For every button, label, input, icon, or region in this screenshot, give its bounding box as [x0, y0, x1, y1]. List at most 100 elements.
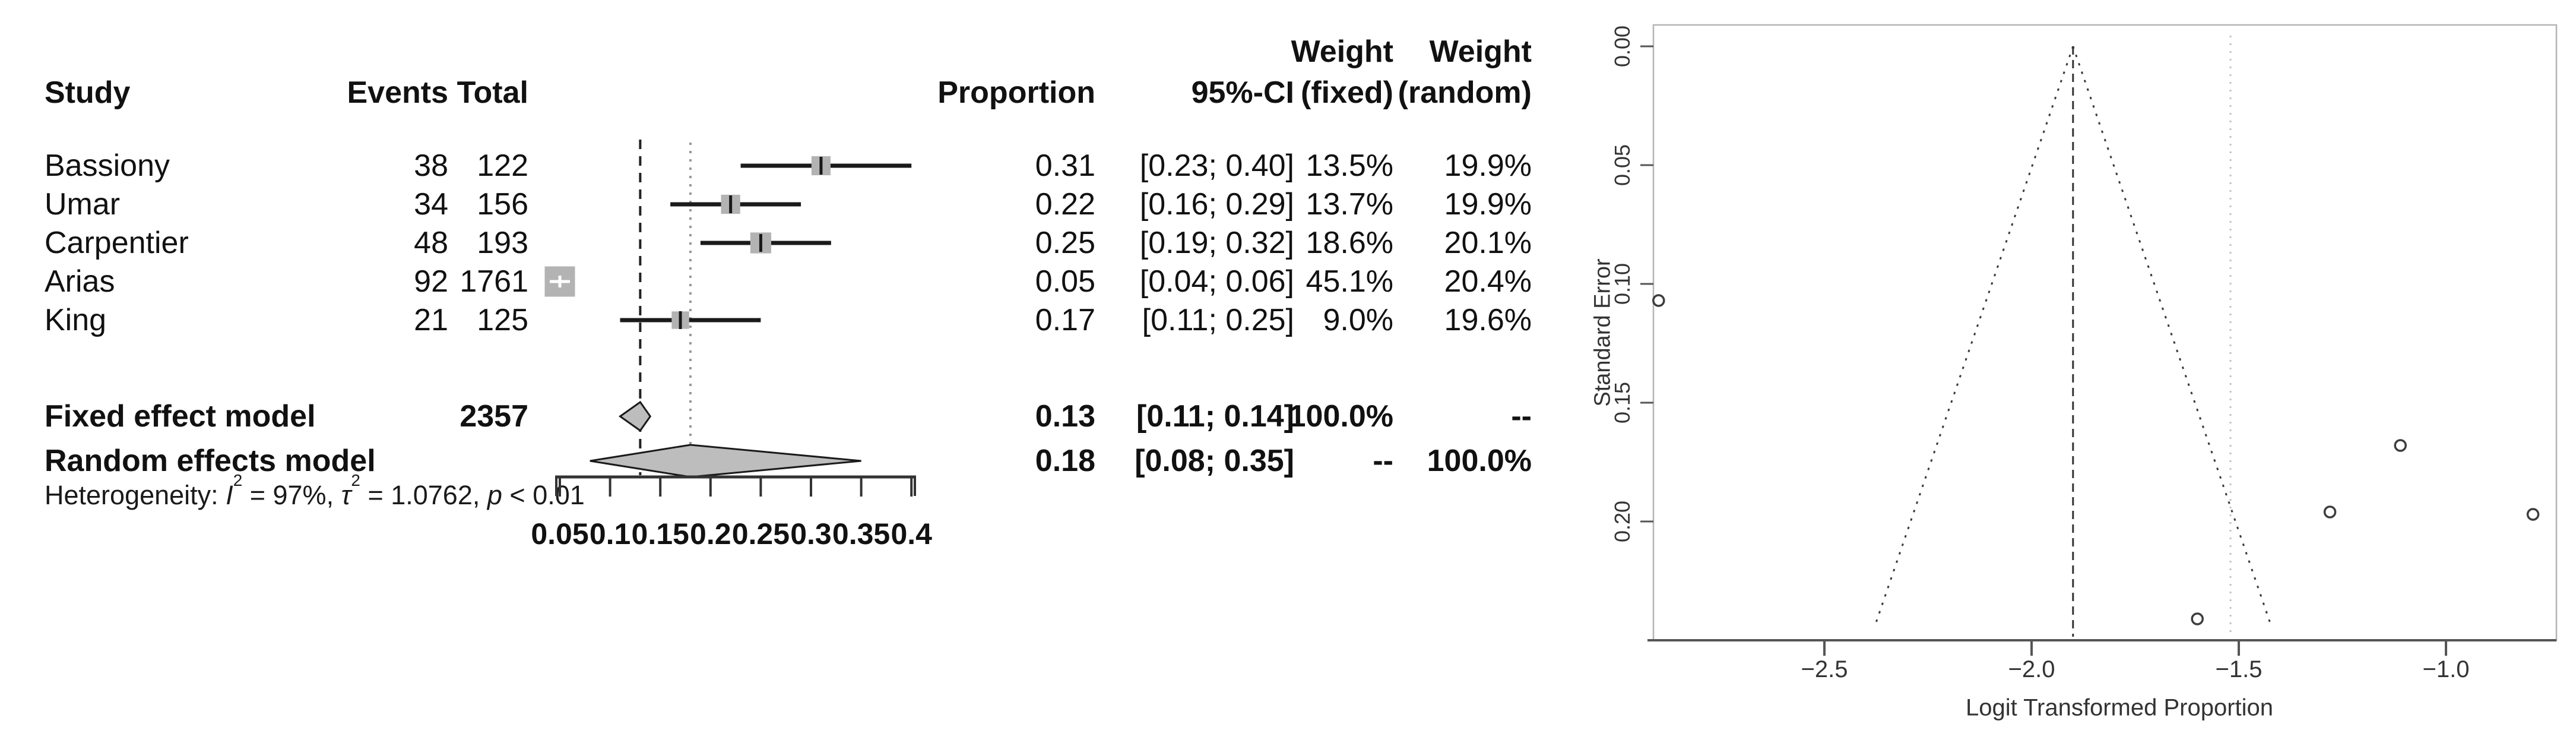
cell-weight-random-arias: 20.4% [1444, 264, 1532, 299]
het-tail: < 0.01 [502, 480, 585, 510]
heterogeneity-note: Heterogeneity: I2 = 97%, τ2 = 1.0762, p … [45, 471, 585, 511]
cell-study-name-random-model: Random effects model [45, 444, 376, 478]
cell-weight-random-fixed-model: -- [1511, 399, 1532, 434]
cell-proportion-bassiony: 0.31 [1035, 148, 1095, 183]
funnel-point-arias [1652, 294, 1665, 307]
col-header-proportion: Proportion [937, 75, 1095, 110]
cell-weight-fixed-carpentier: 18.6% [1306, 226, 1393, 260]
cell-events-arias: 92 [414, 264, 448, 299]
forest-plot: 0.05 0.1 0.15 0.2 0.25 0.3 0.35 0.4 [531, 140, 932, 551]
funnel-y-axis-label: Standard Error [1590, 258, 1615, 407]
col-header-weight-random-word: Weight [1429, 34, 1532, 69]
funnel-y-tick-label-0.05: 0.05 [1610, 144, 1634, 186]
funnel-y-tick-label-0.20: 0.20 [1610, 501, 1634, 542]
cell-events-umar: 34 [414, 187, 448, 222]
cell-weight-fixed-random-model: -- [1373, 444, 1393, 478]
het-mid1: = 97%, [242, 480, 341, 510]
cell-total-arias: 1761 [460, 264, 528, 299]
funnel-y-tick-label-0.00: 0.00 [1610, 26, 1634, 67]
het-tau-symbol: τ [341, 480, 351, 510]
point-marker-umar [729, 195, 733, 213]
cell-proportion-arias: 0.05 [1035, 264, 1095, 299]
cell-weight-fixed-king: 9.0% [1323, 303, 1393, 337]
forest-tick-label-0.4: 0.4 [891, 517, 932, 551]
cell-ci-arias: [0.04; 0.06] [1139, 264, 1294, 299]
funnel-left-boundary [1874, 46, 2074, 627]
funnel-y-tick-label-0.15: 0.15 [1610, 382, 1634, 423]
cell-total-bassiony: 122 [477, 148, 528, 183]
cell-ci-carpentier: [0.19; 0.32] [1139, 226, 1294, 260]
funnel-plot-box [1652, 24, 2558, 641]
col-header-study: Study [45, 75, 131, 110]
cell-weight-fixed-bassiony: 13.5% [1306, 148, 1393, 183]
cell-proportion-random-model: 0.18 [1035, 444, 1095, 478]
cell-proportion-fixed-model: 0.13 [1035, 399, 1095, 434]
cell-events-carpentier: 48 [414, 226, 448, 260]
cell-events-bassiony: 38 [414, 148, 448, 183]
cell-proportion-king: 0.17 [1035, 303, 1095, 337]
funnel-x-tick-label-−1.0: −1.0 [2423, 656, 2470, 682]
cell-study-name-carpentier: Carpentier [45, 226, 189, 260]
cell-study-name-umar: Umar [45, 187, 121, 222]
cell-total-umar: 156 [477, 187, 528, 222]
random-effects-diamond [590, 444, 861, 478]
funnel-x-tick-label-−1.5: −1.5 [2216, 656, 2263, 682]
cell-total-king: 125 [477, 303, 528, 337]
cell-weight-random-random-model: 100.0% [1427, 444, 1532, 478]
cell-events-king: 21 [414, 303, 448, 337]
funnel-y-tick-label-0.10: 0.10 [1610, 263, 1634, 305]
cell-weight-fixed-umar: 13.7% [1306, 187, 1393, 222]
forest-tick-label-0.25: 0.25 [732, 517, 790, 551]
point-marker-king [679, 311, 682, 329]
cell-total-carpentier: 193 [477, 226, 528, 260]
col-header-total: Total [457, 75, 528, 110]
cell-study-name-king: King [45, 303, 107, 337]
funnel-point-bassiony [2526, 508, 2540, 521]
col-header-weight-fixed-word: Weight [1291, 34, 1393, 69]
het-i-sup: 2 [233, 470, 243, 489]
point-marker-bassiony [819, 157, 823, 175]
cell-ci-fixed-model: [0.11; 0.14] [1136, 399, 1294, 434]
funnel-point-king [2191, 612, 2204, 625]
cell-proportion-umar: 0.22 [1035, 187, 1095, 222]
funnel-x-tick-label-−2.5: −2.5 [1801, 656, 1848, 682]
funnel-x-axis-label: Logit Transformed Proportion [1965, 694, 2274, 721]
fixed-effect-diamond [618, 400, 652, 432]
cell-weight-random-bassiony: 19.9% [1444, 148, 1532, 183]
forest-tick-label-0.2: 0.2 [690, 517, 731, 551]
funnel-right-boundary [2072, 46, 2273, 627]
cell-weight-fixed-arias: 45.1% [1306, 264, 1393, 299]
col-header-fixed: (fixed) [1301, 75, 1393, 110]
cell-weight-random-king: 19.6% [1444, 303, 1532, 337]
cell-weight-fixed-fixed-model: 100.0% [1288, 399, 1393, 434]
cell-proportion-carpentier: 0.25 [1035, 226, 1095, 260]
funnel-point-carpentier [2394, 439, 2407, 452]
funnel-plot: 0.00 0.05 0.10 0.15 0.20 −2.5 −2.0 −1.5 −1.0 [1610, 24, 2558, 682]
het-tau-sup: 2 [351, 470, 360, 489]
cell-weight-random-umar: 19.9% [1444, 187, 1532, 222]
het-mid2: = 1.0762, [360, 480, 487, 510]
cell-total-fixed-model: 2357 [460, 399, 528, 434]
col-header-events: Events [347, 75, 448, 110]
forest-tick-label-0.3: 0.3 [790, 517, 832, 551]
cell-study-name-bassiony: Bassiony [45, 148, 170, 183]
funnel-point-umar [2323, 505, 2337, 519]
forest-tick-label-0.1: 0.1 [590, 517, 631, 551]
arias-white-marker [558, 276, 562, 287]
cell-study-name-fixed-model: Fixed effect model [45, 399, 316, 434]
col-header-random: (random) [1398, 75, 1532, 110]
cell-weight-random-carpentier: 20.1% [1444, 226, 1532, 260]
cell-study-name-arias: Arias [45, 264, 115, 299]
forest-tick-label-0.35: 0.35 [832, 517, 890, 551]
het-prefix: Heterogeneity: [45, 480, 226, 510]
funnel-x-tick-label-−2.0: −2.0 [2008, 656, 2055, 682]
point-marker-carpentier [759, 234, 762, 252]
cell-ci-king: [0.11; 0.25] [1142, 303, 1294, 337]
forest-tick-label-0.05: 0.05 [531, 517, 588, 551]
het-i-symbol: I [226, 480, 233, 510]
het-p-symbol: p [487, 480, 502, 510]
forest-tick-label-0.15: 0.15 [632, 517, 689, 551]
cell-ci-bassiony: [0.23; 0.40] [1139, 148, 1294, 183]
col-header-ci: 95%-CI [1191, 75, 1294, 110]
